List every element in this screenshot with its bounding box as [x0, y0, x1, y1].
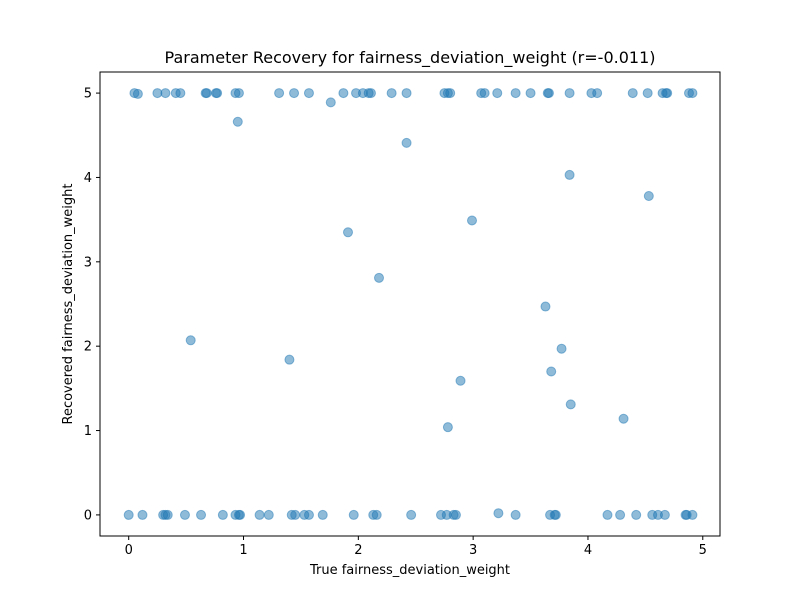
- data-point-11: [233, 88, 244, 99]
- data-point-60: [137, 509, 148, 520]
- data-point-23: [401, 88, 412, 99]
- data-point-3: [160, 88, 171, 99]
- data-point-58: [442, 422, 453, 433]
- data-point-49: [374, 272, 384, 283]
- data-point-35: [564, 88, 575, 99]
- y-tick-label-5: 5: [84, 87, 92, 102]
- data-point-73: [290, 509, 301, 520]
- data-point-56: [565, 399, 576, 410]
- plot-area-frame: [99, 71, 721, 537]
- data-point-91: [615, 509, 626, 520]
- data-point-39: [642, 88, 653, 99]
- data-point-17: [338, 88, 349, 99]
- data-point-53: [284, 354, 295, 365]
- chart-title: Parameter Recovery for fairness_deviatio…: [165, 48, 656, 68]
- data-point-89: [550, 509, 561, 520]
- data-point-37: [592, 88, 603, 99]
- data-point-15: [303, 88, 314, 99]
- x-tick-label-4: 4: [584, 543, 592, 558]
- data-point-12: [232, 116, 243, 127]
- y-tick-label-3: 3: [84, 255, 92, 270]
- data-point-77: [348, 509, 359, 520]
- data-point-48: [343, 227, 353, 238]
- data-point-24: [401, 137, 412, 148]
- data-point-32: [525, 88, 536, 99]
- y-axis-label: Recovered fairness_deviation_weight: [61, 184, 76, 425]
- data-point-52: [556, 343, 567, 354]
- data-point-92: [631, 509, 642, 520]
- data-point-66: [217, 509, 228, 520]
- data-point-7: [201, 88, 212, 99]
- data-point-22: [386, 88, 397, 99]
- y-tick-label-0: 0: [84, 508, 92, 523]
- data-point-55: [455, 375, 466, 386]
- data-point-1: [132, 88, 143, 99]
- data-point-47: [467, 215, 477, 226]
- data-point-5: [175, 88, 186, 99]
- data-point-9: [212, 88, 223, 99]
- data-point-38: [627, 88, 638, 99]
- data-point-79: [371, 509, 382, 520]
- data-point-50: [540, 301, 551, 312]
- data-point-21: [365, 88, 376, 99]
- y-tick-label-4: 4: [84, 171, 92, 186]
- data-point-44: [687, 88, 698, 99]
- data-point-34: [543, 88, 554, 99]
- data-point-85: [493, 508, 504, 519]
- x-tick-label-5: 5: [699, 543, 707, 558]
- x-tick-label-1: 1: [239, 543, 247, 558]
- data-point-65: [196, 509, 207, 520]
- data-point-16: [325, 97, 336, 108]
- data-point-69: [235, 509, 246, 520]
- x-tick-label-2: 2: [354, 543, 362, 558]
- data-point-90: [602, 509, 613, 520]
- data-point-27: [445, 88, 456, 99]
- data-point-29: [479, 88, 490, 99]
- data-point-46: [643, 191, 654, 202]
- data-point-63: [162, 509, 173, 520]
- data-point-30: [492, 88, 503, 99]
- y-tick-label-2: 2: [84, 340, 92, 355]
- data-point-42: [662, 88, 673, 99]
- y-axis: 0 1 2 3 4 5: [84, 87, 100, 523]
- data-point-86: [510, 509, 521, 520]
- x-axis: 0 1 2 3 4 5: [125, 536, 707, 558]
- data-point-75: [303, 509, 314, 520]
- points-layer: [123, 88, 698, 520]
- data-point-31: [510, 88, 521, 99]
- data-point-84: [450, 509, 461, 520]
- data-point-76: [317, 509, 328, 520]
- data-point-13: [274, 88, 285, 99]
- x-axis-label: True fairness_deviation_weight: [309, 563, 510, 578]
- data-point-71: [263, 509, 274, 520]
- data-point-98: [687, 509, 698, 520]
- data-point-59: [123, 509, 134, 520]
- data-point-14: [289, 88, 300, 99]
- x-tick-label-3: 3: [469, 543, 477, 558]
- data-point-64: [179, 509, 190, 520]
- data-point-57: [618, 413, 629, 424]
- x-tick-label-0: 0: [125, 543, 133, 558]
- data-point-95: [659, 509, 670, 520]
- data-point-51: [185, 335, 196, 346]
- data-point-80: [406, 509, 417, 520]
- y-tick-label-1: 1: [84, 424, 92, 439]
- data-point-45: [564, 169, 575, 180]
- data-point-54: [546, 366, 557, 377]
- data-point-70: [254, 509, 265, 520]
